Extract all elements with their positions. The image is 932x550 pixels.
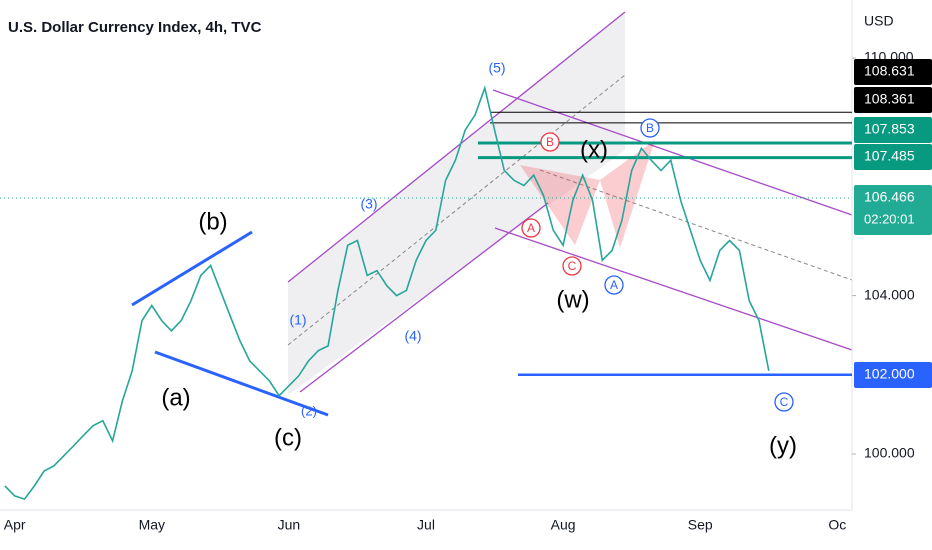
channel-line bbox=[494, 227, 853, 351]
wave-circle bbox=[562, 256, 582, 276]
wave-label: B bbox=[546, 135, 554, 149]
axis-unit: USD bbox=[864, 13, 894, 29]
wave-label: (5) bbox=[488, 60, 505, 76]
x-tick-label: Sep bbox=[688, 517, 713, 533]
wave-label: (2) bbox=[301, 403, 317, 418]
channel-line bbox=[287, 11, 626, 283]
x-tick-label: Apr bbox=[4, 517, 26, 533]
wave-label: A bbox=[610, 278, 618, 292]
channel-mid bbox=[287, 74, 626, 346]
wave-circle bbox=[604, 275, 624, 295]
x-tick-label: Aug bbox=[551, 517, 576, 533]
price-label: 107.853 bbox=[864, 121, 915, 137]
wave-label: (a) bbox=[161, 384, 190, 411]
price-label: 108.631 bbox=[864, 63, 915, 79]
price-label-box bbox=[854, 117, 932, 143]
chart-title: U.S. Dollar Currency Index, 4h, TVC bbox=[8, 19, 262, 36]
wave-circle bbox=[640, 118, 660, 138]
x-tick-label: Jul bbox=[417, 517, 435, 533]
price-label-box bbox=[854, 362, 932, 388]
channel-line bbox=[492, 89, 853, 216]
price-line-series bbox=[4, 85, 770, 501]
x-tick-label: Jun bbox=[278, 517, 301, 533]
price-label-box bbox=[854, 87, 932, 113]
price-label-box bbox=[854, 185, 932, 235]
wave-label: (b) bbox=[198, 208, 227, 235]
drawings bbox=[0, 0, 853, 511]
channel-mid bbox=[539, 169, 853, 281]
wave-label: C bbox=[780, 395, 789, 409]
wave-circle bbox=[521, 218, 541, 238]
y-tick-label: 100.000 bbox=[864, 445, 915, 461]
price-label: 106.466 bbox=[864, 189, 915, 205]
price-label-box bbox=[854, 144, 932, 170]
wave-label: (1) bbox=[289, 312, 306, 328]
wave-label: (x) bbox=[580, 136, 608, 163]
pattern bbox=[520, 165, 600, 245]
wave-label: C bbox=[568, 259, 577, 273]
price-label: 107.485 bbox=[864, 148, 915, 164]
wave-label: A bbox=[527, 221, 535, 235]
price-label-box bbox=[854, 59, 932, 85]
wave-label: B bbox=[646, 121, 654, 135]
wave-circle bbox=[540, 132, 560, 152]
y-tick-label: 104.000 bbox=[864, 286, 915, 302]
wave-label: (3) bbox=[360, 196, 377, 212]
trend-line bbox=[154, 350, 329, 417]
wave-label: (y) bbox=[769, 432, 797, 459]
price-label: 102.000 bbox=[864, 366, 915, 382]
wave-label: (w) bbox=[556, 286, 589, 313]
wave-label: (c) bbox=[274, 424, 302, 451]
x-tick-label: May bbox=[139, 517, 165, 533]
wave-label: (4) bbox=[404, 328, 421, 344]
channel-line bbox=[299, 202, 549, 393]
countdown: 02:20:01 bbox=[864, 211, 915, 226]
channel-fill bbox=[288, 12, 625, 395]
trend-line bbox=[131, 230, 253, 307]
wave-circle bbox=[774, 392, 794, 412]
price-label: 108.361 bbox=[864, 91, 915, 107]
x-tick-label: Oc bbox=[828, 517, 846, 533]
